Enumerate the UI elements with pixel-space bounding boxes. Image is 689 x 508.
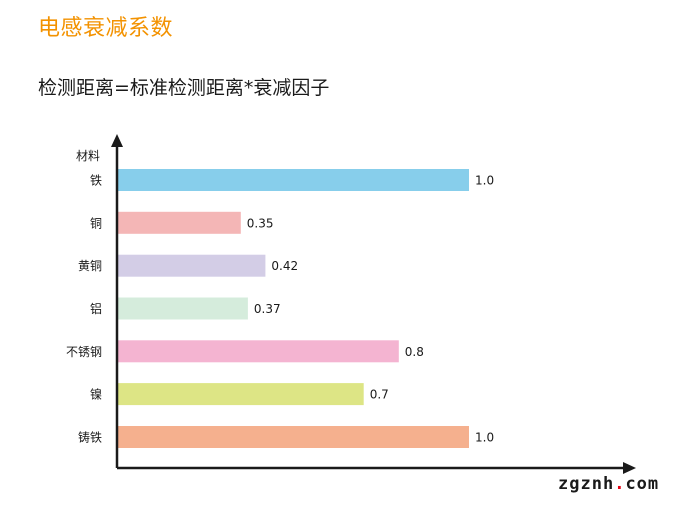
bar-3	[118, 297, 248, 320]
bar-2	[118, 254, 266, 277]
category-label-1: 铜	[90, 215, 102, 230]
x-axis-arrow	[623, 462, 636, 474]
bar-1	[118, 211, 241, 234]
category-label-5: 镍	[90, 388, 102, 402]
watermark-dot: .	[614, 474, 626, 494]
y-axis-title: 材料	[76, 149, 100, 163]
value-label-5: 0.7	[370, 388, 389, 402]
value-label-6: 1.0	[475, 431, 494, 445]
category-label-6: 铸铁	[78, 430, 102, 445]
bar-0	[118, 169, 469, 191]
formula-subtitle: 检测距离=标准检测距离*衰减因子	[38, 77, 330, 99]
page-title: 电感衰减系数	[38, 16, 174, 41]
watermark-tld: com	[625, 474, 660, 494]
value-label-3: 0.37	[254, 302, 281, 316]
value-label-2: 0.42	[271, 259, 298, 273]
y-axis-arrow	[111, 134, 123, 147]
bar-4	[118, 340, 399, 363]
category-label-4: 不锈钢	[66, 345, 102, 359]
watermark: zgznh.com	[558, 474, 659, 494]
value-label-0: 1.0	[475, 174, 494, 188]
category-label-0: 铁	[90, 174, 102, 188]
category-label-3: 铝	[90, 301, 102, 316]
bar-5	[118, 383, 364, 406]
value-label-4: 0.8	[405, 345, 424, 359]
watermark-name: zgznh	[558, 474, 615, 494]
value-label-1: 0.35	[247, 216, 274, 230]
category-label-2: 黄铜	[78, 258, 102, 273]
bar-6	[118, 426, 469, 448]
